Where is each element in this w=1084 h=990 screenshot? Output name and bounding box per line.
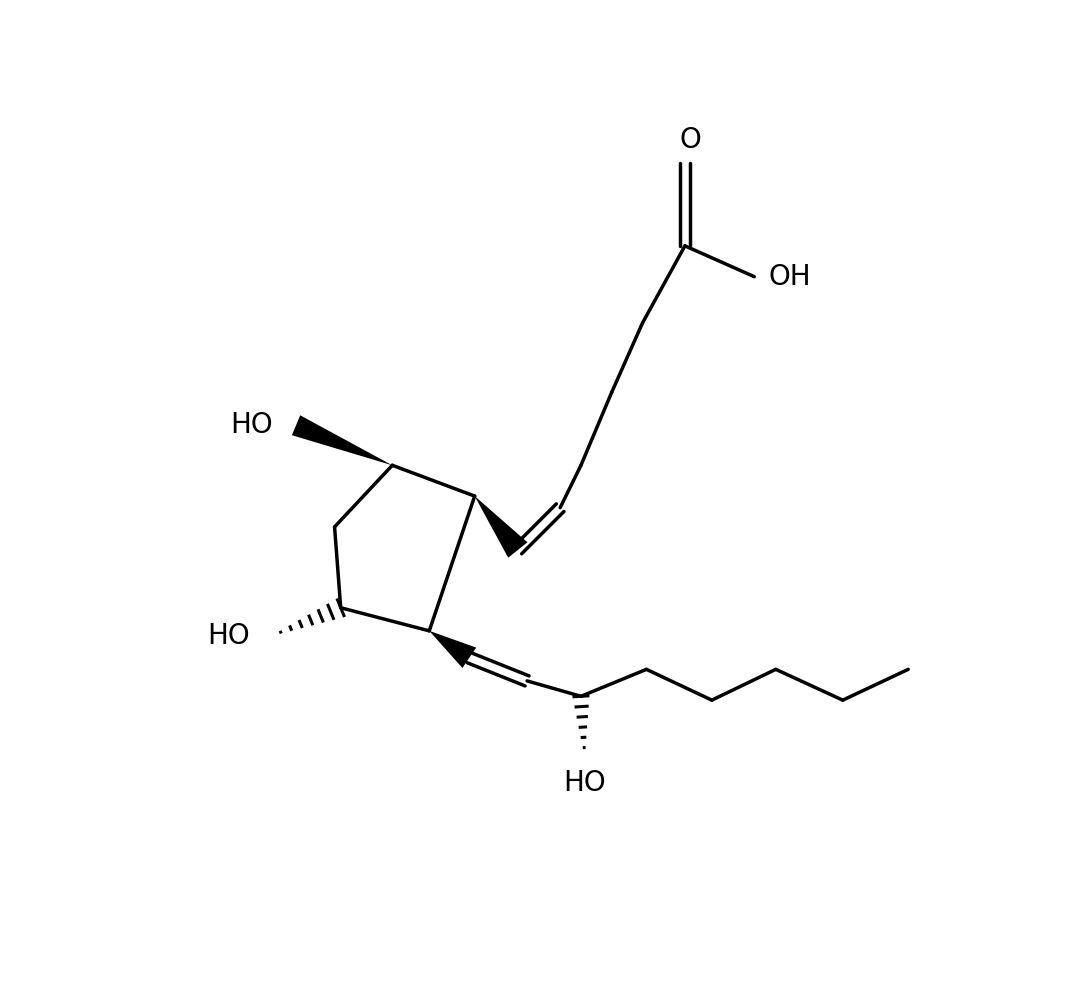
- Text: HO: HO: [564, 769, 606, 798]
- Text: HO: HO: [207, 623, 249, 650]
- Text: OH: OH: [769, 262, 811, 291]
- Text: O: O: [680, 126, 701, 154]
- Polygon shape: [429, 631, 476, 668]
- Text: HO: HO: [230, 411, 273, 440]
- Polygon shape: [475, 496, 528, 557]
- Polygon shape: [292, 416, 392, 465]
